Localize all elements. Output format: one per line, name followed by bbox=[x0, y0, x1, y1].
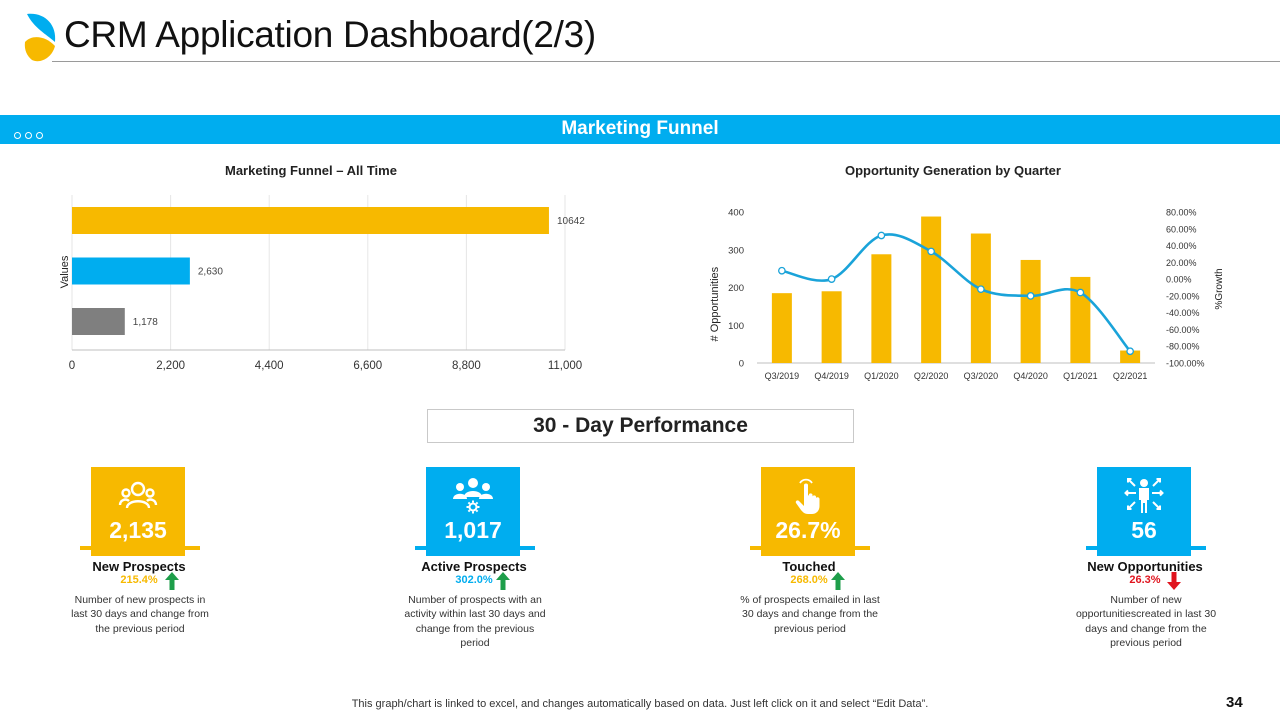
opportunity-chart-title: Opportunity Generation by Quarter bbox=[845, 163, 1061, 178]
funnel-bar bbox=[72, 257, 190, 285]
y2-tick-label: 60.00% bbox=[1166, 224, 1197, 234]
kpi-tile[interactable]: 2,135 bbox=[91, 467, 185, 556]
kpi-value: 2,135 bbox=[109, 517, 167, 543]
opportunity-chart[interactable]: 0 100 200 300 400 80.00% 60.00% 40.00% 20.00% 0.0… bbox=[700, 195, 1240, 390]
y2-tick-label: 80.00% bbox=[1166, 208, 1197, 218]
x-tick-label: 6,600 bbox=[353, 360, 382, 372]
trend-down-icon bbox=[1167, 572, 1181, 590]
growth-point bbox=[877, 231, 886, 240]
kpi-change: 215.4% bbox=[120, 574, 158, 586]
growth-point bbox=[778, 266, 786, 275]
title-divider bbox=[52, 61, 1280, 62]
trend-up-icon bbox=[831, 572, 845, 590]
trend-up-icon bbox=[165, 572, 179, 590]
kpi-name: Active Prospects bbox=[421, 559, 527, 574]
page-number: 34 bbox=[1226, 694, 1243, 711]
y2-tick-label: 40.00% bbox=[1166, 241, 1197, 251]
growth-point bbox=[827, 275, 836, 283]
opportunity-bar bbox=[1020, 259, 1041, 363]
y2-tick-label: 20.00% bbox=[1166, 258, 1197, 268]
x-tick-label: 4,400 bbox=[255, 360, 284, 372]
x-tick-label: Q3/2020 bbox=[964, 371, 999, 381]
opportunity-bar bbox=[921, 216, 942, 363]
x-tick-label: Q4/2019 bbox=[814, 371, 849, 381]
kpi-tile[interactable]: 56 bbox=[1097, 467, 1191, 556]
kpi-description: % of prospects emailed in last 30 days a… bbox=[740, 594, 880, 635]
y-tick-label: 0 bbox=[739, 359, 744, 370]
funnel-bar bbox=[72, 207, 549, 234]
kpi-description: Number of new prospects in last 30 days … bbox=[71, 594, 209, 635]
kpi-change: 26.3% bbox=[1129, 574, 1161, 586]
x-tick-label: 11,000 bbox=[548, 360, 582, 372]
section-title: Marketing Funnel bbox=[561, 118, 719, 139]
y-tick-label: 300 bbox=[728, 245, 744, 256]
y2-tick-label: -100.00% bbox=[1166, 359, 1205, 369]
kpi-tile[interactable]: 1,017 bbox=[426, 467, 520, 556]
funnel-chart[interactable]: 0 2,200 4,400 6,600 8,800 11,000 10642 2,630 1,1… bbox=[40, 190, 640, 385]
kpi-change: 302.0% bbox=[455, 574, 493, 586]
growth-point bbox=[1126, 347, 1134, 356]
x-tick-label: 8,800 bbox=[452, 360, 481, 372]
team-icon bbox=[118, 481, 158, 509]
bar-value-label: 1,178 bbox=[133, 317, 158, 328]
growth-point bbox=[1026, 292, 1035, 300]
opportunity-bar bbox=[1070, 276, 1091, 363]
y-axis-label: # Opportunities bbox=[709, 266, 721, 341]
x-tick-label: Q3/2019 bbox=[765, 371, 800, 381]
growth-point bbox=[927, 247, 935, 256]
y2-tick-label: -80.00% bbox=[1166, 342, 1200, 352]
opportunity-bar bbox=[821, 291, 842, 363]
kpi-name: New Opportunities bbox=[1087, 559, 1203, 574]
hand-pointer-icon bbox=[795, 478, 820, 514]
band-dots-icon bbox=[14, 132, 43, 139]
x-tick-label: Q2/2020 bbox=[914, 371, 949, 381]
y2-tick-label: -60.00% bbox=[1166, 325, 1200, 335]
growth-point bbox=[977, 285, 985, 294]
x-tick-label: Q1/2021 bbox=[1063, 371, 1098, 381]
kpi-name: New Prospects bbox=[92, 559, 186, 574]
y2-axis-label: %Growth bbox=[1214, 268, 1225, 309]
kpi-tile[interactable]: 26.7% bbox=[761, 467, 855, 556]
y-tick-label: 200 bbox=[728, 283, 744, 294]
x-tick-label: Q1/2020 bbox=[864, 371, 899, 381]
x-tick-label: Q2/2021 bbox=[1113, 371, 1148, 381]
kpi-value: 26.7% bbox=[775, 517, 841, 543]
opportunity-bar bbox=[771, 293, 792, 363]
kpi-description: Number of prospects with an activity wit… bbox=[404, 594, 546, 649]
page-title: CRM Application Dashboard(2/3) bbox=[64, 14, 596, 55]
kpi-description: Number of new opportunitiescreated in la… bbox=[1075, 594, 1217, 649]
y2-tick-label: 0.00% bbox=[1166, 275, 1192, 285]
footer-note: This graph/chart is linked to excel, and… bbox=[351, 698, 929, 710]
y2-tick-label: -40.00% bbox=[1166, 308, 1200, 318]
brand-logo-icon bbox=[24, 13, 56, 62]
y-tick-label: 400 bbox=[728, 208, 744, 219]
funnel-bar bbox=[72, 308, 125, 335]
x-tick-label: 0 bbox=[69, 360, 75, 372]
y-axis-label: Values bbox=[59, 255, 71, 288]
group-settings-icon bbox=[453, 478, 493, 514]
funnel-chart-title: Marketing Funnel – All Time bbox=[225, 163, 397, 178]
opportunity-bar bbox=[970, 233, 991, 363]
bar-value-label: 2,630 bbox=[198, 267, 223, 278]
section-band: Marketing Funnel bbox=[0, 115, 1280, 144]
y-tick-label: 100 bbox=[728, 321, 744, 332]
opportunity-bar bbox=[1120, 350, 1141, 363]
trend-up-icon bbox=[496, 572, 510, 590]
x-tick-label: Q4/2020 bbox=[1013, 371, 1048, 381]
growth-point bbox=[1076, 288, 1085, 297]
performance-title: 30 - Day Performance bbox=[427, 409, 854, 443]
kpi-value: 1,017 bbox=[444, 517, 502, 543]
y2-tick-label: -20.00% bbox=[1166, 291, 1200, 301]
x-tick-label: 2,200 bbox=[156, 360, 185, 372]
bar-value-label: 10642 bbox=[557, 216, 585, 227]
kpi-name: Touched bbox=[782, 559, 836, 574]
network-person-icon bbox=[1124, 478, 1164, 513]
kpi-change: 268.0% bbox=[790, 574, 828, 586]
kpi-value: 56 bbox=[1131, 517, 1157, 543]
opportunity-bar bbox=[871, 254, 892, 363]
